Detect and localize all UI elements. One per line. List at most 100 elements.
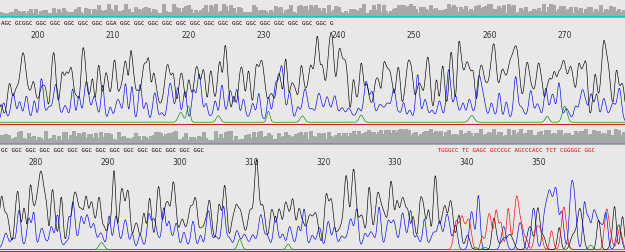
Bar <box>42 10 46 16</box>
Bar <box>284 143 288 145</box>
Bar <box>379 143 383 145</box>
Bar <box>304 143 308 145</box>
Bar <box>214 4 218 16</box>
Bar <box>59 140 63 143</box>
Bar <box>127 9 131 16</box>
Bar <box>109 9 113 16</box>
Text: GC GGC GGC GGC GGC GGC GGC GGC GGC GGC GGC GGC GGC GGC GGC: GC GGC GGC GGC GGC GGC GGC GGC GGC GGC G… <box>1 148 204 153</box>
Bar <box>369 132 373 143</box>
Bar <box>44 131 48 143</box>
Bar <box>284 16 288 18</box>
Bar <box>387 143 391 145</box>
Bar <box>254 143 258 145</box>
Bar <box>209 140 213 143</box>
Bar <box>429 129 433 143</box>
Bar <box>484 134 488 143</box>
Bar <box>19 143 23 145</box>
Bar <box>299 143 303 145</box>
Bar <box>207 143 211 145</box>
Bar <box>212 140 216 143</box>
Bar <box>109 143 113 145</box>
Bar <box>112 11 116 16</box>
Bar <box>189 143 193 145</box>
Bar <box>554 143 558 145</box>
Bar <box>94 16 98 18</box>
Bar <box>479 16 483 18</box>
Bar <box>374 16 378 18</box>
Bar <box>139 140 143 143</box>
Bar <box>422 16 426 18</box>
Bar <box>469 133 473 143</box>
Bar <box>57 143 61 145</box>
Bar <box>97 16 101 18</box>
Text: 260: 260 <box>482 30 497 40</box>
Bar <box>607 10 611 16</box>
Bar <box>534 135 538 143</box>
Bar <box>192 16 196 18</box>
Bar <box>9 139 13 143</box>
Bar <box>417 143 421 145</box>
Bar <box>322 16 326 18</box>
Bar <box>582 16 586 18</box>
Bar <box>532 16 536 18</box>
Bar <box>337 143 341 145</box>
Bar <box>512 143 516 145</box>
Bar <box>64 16 68 18</box>
Text: 300: 300 <box>173 158 187 167</box>
Bar <box>227 132 231 143</box>
Bar <box>207 140 211 143</box>
Bar <box>254 7 258 16</box>
Bar <box>567 143 571 145</box>
Bar <box>252 132 256 143</box>
Bar <box>7 135 11 143</box>
Bar <box>177 139 181 143</box>
Bar <box>204 143 208 145</box>
Bar <box>394 132 398 143</box>
Bar <box>429 16 433 18</box>
Bar <box>27 143 31 145</box>
Bar <box>369 10 373 16</box>
Bar <box>304 6 308 16</box>
Bar <box>562 6 566 16</box>
Bar <box>332 143 336 145</box>
Bar <box>214 132 218 143</box>
Bar <box>29 137 33 143</box>
Bar <box>612 7 616 16</box>
Text: 230: 230 <box>256 30 271 40</box>
Bar <box>587 7 591 16</box>
Bar <box>514 16 518 18</box>
Bar <box>554 134 558 143</box>
Bar <box>0 12 3 16</box>
Bar <box>514 134 518 143</box>
Bar <box>369 16 373 18</box>
Bar <box>77 7 81 16</box>
Bar <box>387 130 391 143</box>
Bar <box>317 16 321 18</box>
Bar <box>244 143 248 145</box>
Bar <box>59 143 63 145</box>
Bar <box>364 16 368 18</box>
Bar <box>157 13 161 16</box>
Bar <box>42 16 46 18</box>
Bar <box>314 143 318 145</box>
Bar <box>302 135 306 143</box>
Bar <box>54 13 58 16</box>
Bar <box>427 143 431 145</box>
Bar <box>437 132 441 143</box>
Bar <box>329 16 333 18</box>
Bar <box>457 16 461 18</box>
Bar <box>257 143 261 145</box>
Bar <box>354 10 358 16</box>
Bar <box>107 16 111 18</box>
Bar <box>252 16 256 18</box>
Bar <box>524 143 528 145</box>
Bar <box>134 143 138 145</box>
Bar <box>89 134 93 143</box>
Bar <box>0 143 3 145</box>
Bar <box>167 133 171 143</box>
Bar <box>542 135 546 143</box>
Bar <box>132 137 136 143</box>
Bar <box>239 143 243 145</box>
Bar <box>459 16 463 18</box>
Bar <box>354 143 358 145</box>
